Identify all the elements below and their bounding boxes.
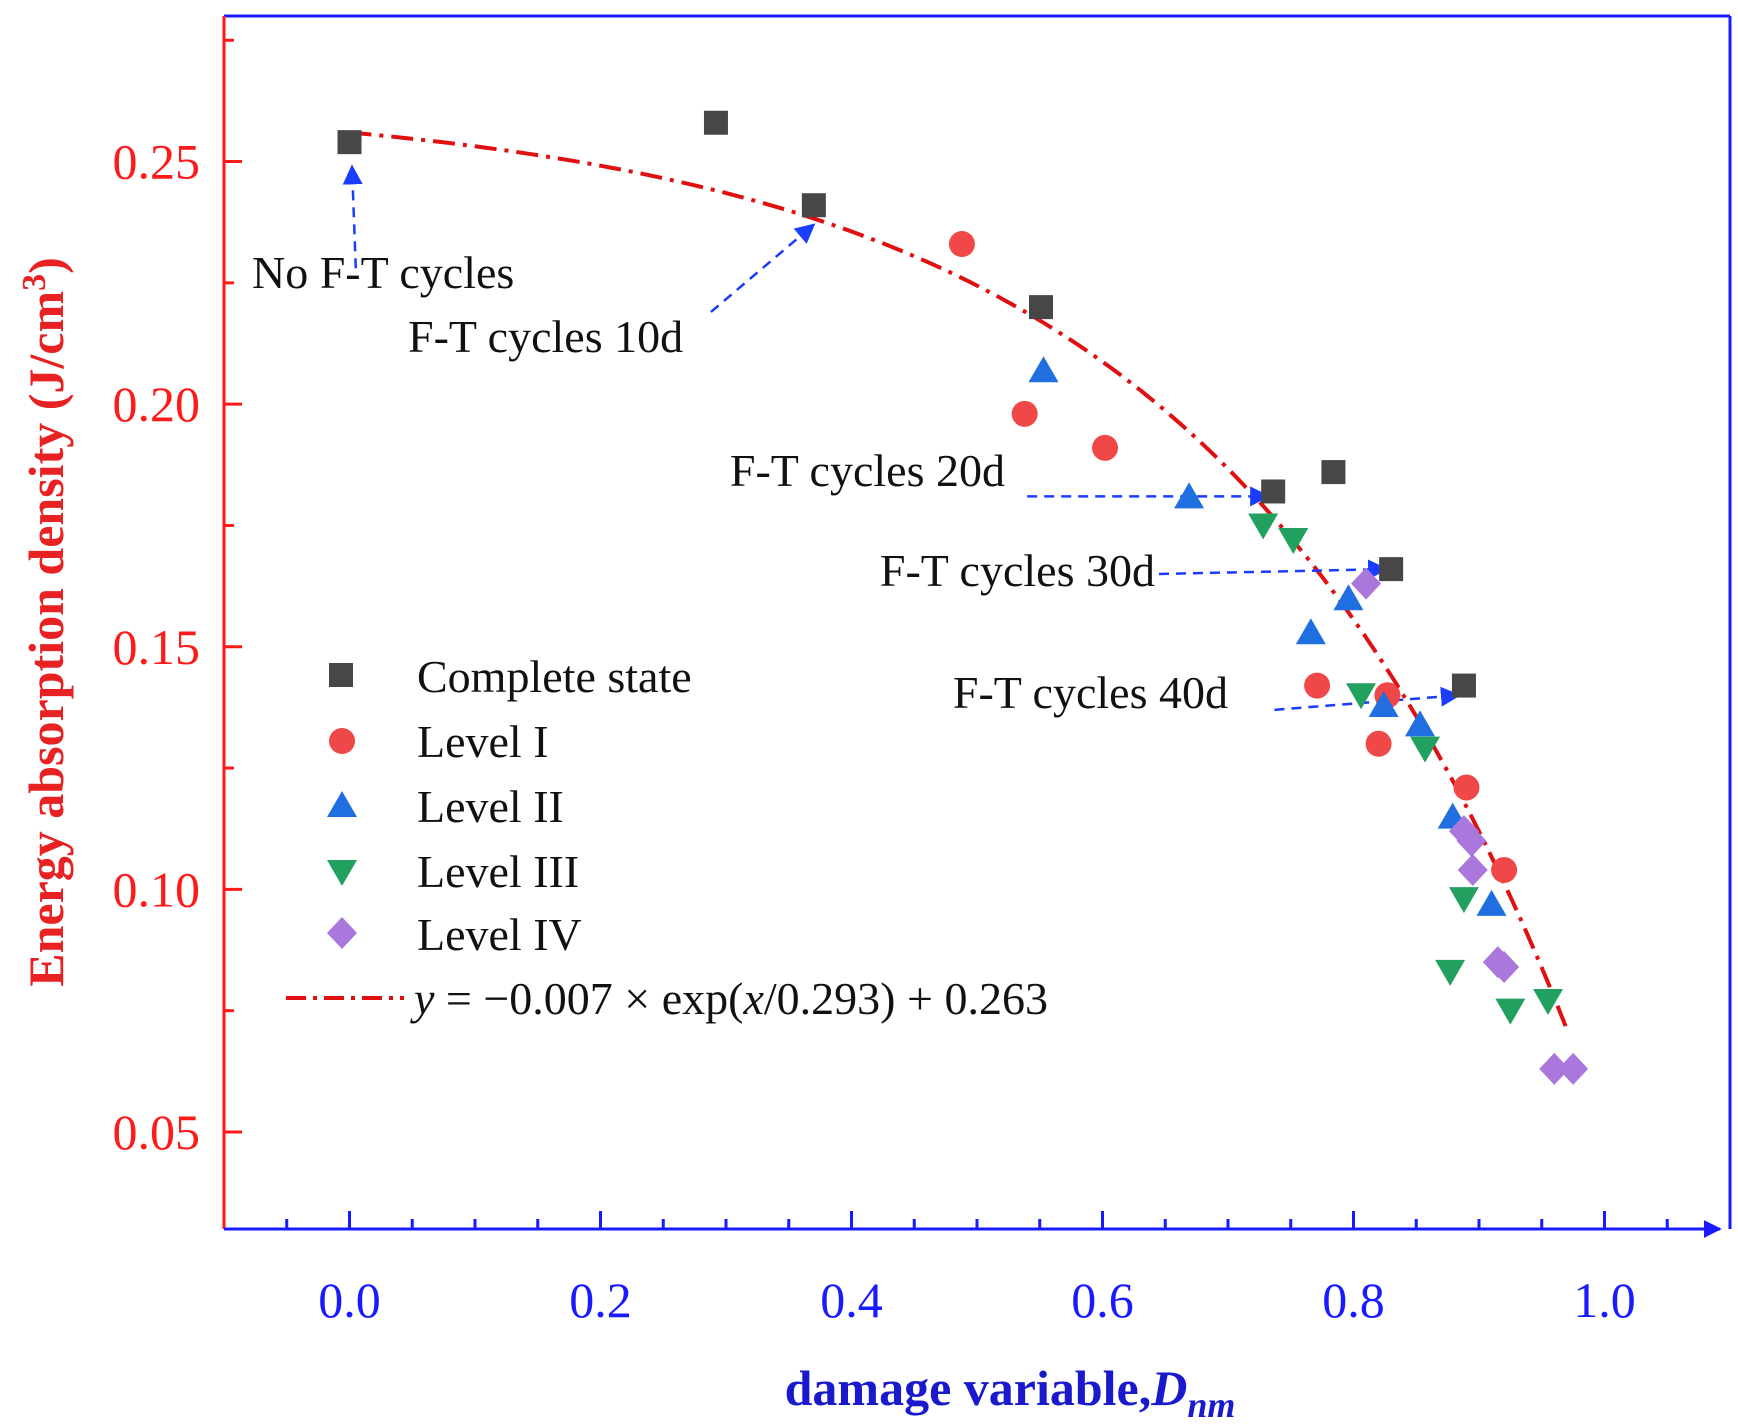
data-point-circle <box>948 231 975 258</box>
series-level-i <box>948 231 1518 883</box>
data-point-square <box>337 130 362 155</box>
data-point-diamond <box>1457 853 1488 886</box>
data-point-triangle-down <box>1346 683 1377 710</box>
legend-label: Level III <box>417 846 579 897</box>
data-point-triangle-down <box>1495 998 1526 1025</box>
x-axis-title-symbol: D <box>1150 1360 1187 1416</box>
data-point-square <box>1029 295 1054 320</box>
legend-item-fit: y = −0.007 × exp(x/0.293) + 0.263 <box>286 973 1048 1024</box>
y-ticks: 0.05 0.10 0.15 0.20 0.25 <box>113 38 242 1160</box>
data-point-diamond <box>1489 950 1520 983</box>
data-point-triangle-down <box>1278 528 1309 555</box>
data-point-triangle-up <box>1333 584 1364 611</box>
fit-layer <box>349 130 1569 1030</box>
annotation-label: F-T cycles 40d <box>953 667 1228 718</box>
x-axis-title-main: damage variable, <box>785 1360 1152 1416</box>
data-point-triangle-up <box>1028 356 1059 383</box>
plot-frame <box>222 14 1732 1238</box>
legend-label-fit: y = −0.007 × exp(x/0.293) + 0.263 <box>410 973 1048 1024</box>
data-point-triangle-down <box>1435 959 1466 986</box>
annotation-arrow <box>710 223 816 313</box>
legend-item-level-iv: Level IV <box>327 909 582 960</box>
y-tick-label: 0.10 <box>113 861 201 917</box>
data-point-triangle-up <box>1174 482 1205 509</box>
data-point-square <box>1379 557 1404 582</box>
annotation-label: F-T cycles 20d <box>730 445 1005 496</box>
legend-label: Complete state <box>417 651 692 702</box>
data-point-diamond <box>1558 1052 1589 1085</box>
legend-marker-square <box>329 663 353 687</box>
annotation-label: No F-T cycles <box>252 247 514 298</box>
y-tick-label: 0.25 <box>113 134 201 190</box>
legend-item-level-i: Level I <box>329 716 549 767</box>
data-point-diamond <box>1539 1052 1570 1085</box>
data-point-circle <box>1453 774 1480 801</box>
y-axis-title-main: Energy absorption density (J/cm <box>18 291 74 987</box>
legend: Complete state Level I Level II Level II… <box>286 651 1048 1024</box>
fit-curve <box>349 130 1569 1030</box>
y-axis-title-sup: 3 <box>16 274 53 291</box>
legend-item-complete-state: Complete state <box>329 651 692 702</box>
annotation-layer: No F-T cycles F-T cycles 10d F-T cycles 20… <box>252 164 1461 718</box>
y-tick-label: 0.20 <box>113 376 201 432</box>
series-complete-state <box>337 110 1476 698</box>
legend-label: Level IV <box>417 909 582 960</box>
data-point-circle <box>1365 730 1392 757</box>
x-tick-label: 0.8 <box>1322 1272 1385 1328</box>
data-point-triangle-down <box>1410 736 1441 763</box>
data-point-circle <box>1304 672 1331 699</box>
legend-marker-diamond <box>327 917 357 949</box>
fit-eq-mid: = −0.007 × exp( <box>434 973 743 1024</box>
data-point-circle <box>1011 400 1038 427</box>
data-point-diamond <box>1456 824 1487 857</box>
fit-eq-end: /0.293) + 0.263 <box>764 973 1048 1024</box>
data-point-triangle-up <box>1476 889 1507 916</box>
x-tick-label: 1.0 <box>1573 1272 1636 1328</box>
y-tick-label: 0.15 <box>113 619 201 675</box>
x-tick-label: 0.4 <box>820 1272 883 1328</box>
data-point-square <box>1261 479 1286 504</box>
x-axis-title: damage variable,Dnm <box>785 1360 1236 1424</box>
data-point-triangle-down <box>1248 513 1279 540</box>
annotation-arrow <box>1158 559 1389 580</box>
data-point-square <box>703 110 728 135</box>
legend-item-level-ii: Level II <box>327 781 564 832</box>
y-tick-label: 0.05 <box>113 1104 201 1160</box>
legend-label: Level I <box>417 716 549 767</box>
data-point-triangle-up <box>1295 618 1326 645</box>
annotation-label: F-T cycles 10d <box>408 311 683 362</box>
data-point-triangle-up <box>1368 690 1399 717</box>
data-point-circle <box>1092 434 1119 461</box>
points-layer <box>337 110 1589 1085</box>
data-point-diamond <box>1351 567 1382 600</box>
annotation-arrow <box>1274 686 1461 712</box>
data-point-circle <box>1491 856 1518 883</box>
x-tick-label: 0.2 <box>569 1272 632 1328</box>
data-point-triangle-up <box>1405 710 1436 737</box>
legend-label: Level II <box>417 781 564 832</box>
data-point-square <box>1451 673 1476 698</box>
legend-marker-circle <box>329 728 355 754</box>
legend-item-level-iii: Level III <box>327 846 579 897</box>
legend-marker-triangle-up <box>327 791 357 817</box>
y-axis-title-close: ) <box>18 257 74 274</box>
x-tick-label: 0.6 <box>1071 1272 1134 1328</box>
series-level-iv <box>1351 567 1589 1085</box>
series-level-iii <box>1248 513 1564 1025</box>
annotation-label: F-T cycles 30d <box>880 545 1155 596</box>
x-axis-title-subscript: nm <box>1187 1385 1235 1424</box>
fit-eq-y: y <box>410 973 435 1024</box>
x-tick-label: 0.0 <box>318 1272 381 1328</box>
fit-eq-x: x <box>742 973 764 1024</box>
data-point-triangle-down <box>1448 887 1479 914</box>
data-point-triangle-down <box>1533 988 1564 1015</box>
y-axis-title: Energy absorption density (J/cm3) <box>16 257 74 987</box>
data-point-square <box>1321 460 1346 485</box>
x-ticks: 0.0 0.2 0.4 0.6 0.8 1.0 <box>285 1211 1669 1328</box>
data-point-square <box>801 193 826 218</box>
legend-marker-triangle-down <box>327 860 357 886</box>
